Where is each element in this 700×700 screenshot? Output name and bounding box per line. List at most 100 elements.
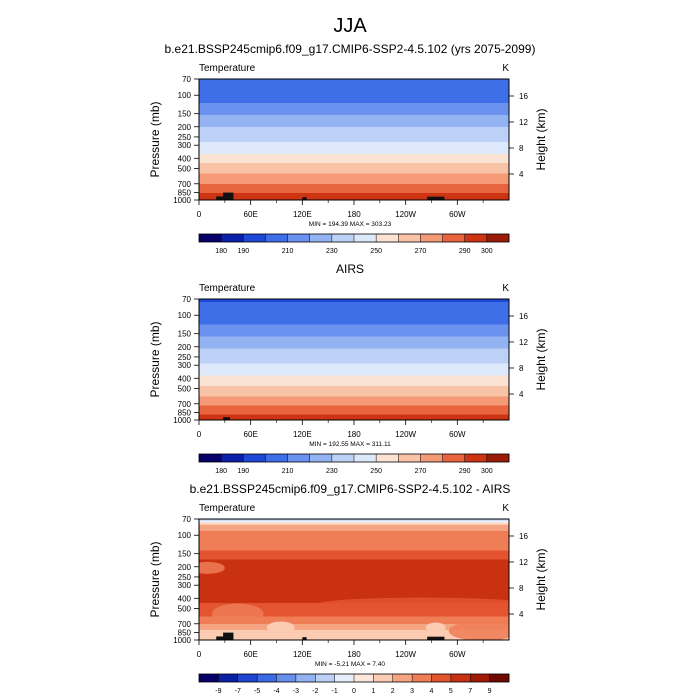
colorbar-box	[373, 674, 394, 682]
colorbar-label: 4	[430, 688, 434, 695]
contour-band	[199, 306, 509, 309]
contour-band	[199, 619, 509, 622]
contour-band	[199, 164, 509, 167]
contour-band	[199, 318, 509, 321]
colorbar-box	[237, 674, 258, 682]
variable-label: Temperature	[199, 63, 256, 74]
contour-band	[199, 345, 509, 348]
colorbar-label: 180	[215, 248, 227, 255]
contour-band	[199, 104, 509, 107]
colorbar-box	[354, 674, 374, 682]
terrain-mask	[216, 196, 230, 200]
contour-band	[199, 541, 509, 544]
contour-band	[199, 389, 509, 391]
contour-band	[199, 544, 509, 547]
colorbar-label: -7	[235, 688, 241, 695]
colorbar-label: 230	[326, 468, 338, 475]
colorbar-box	[442, 454, 466, 462]
contour-band	[199, 609, 509, 611]
colorbar-box	[199, 454, 222, 462]
contour-band	[199, 416, 509, 418]
contour-band	[199, 592, 509, 595]
contour-band	[199, 157, 509, 159]
contour-field	[199, 519, 509, 640]
height-tick-label: 12	[519, 338, 528, 347]
colorbar-label: 5	[449, 688, 453, 695]
contour-band	[199, 372, 509, 375]
colorbar-label: 230	[326, 248, 338, 255]
panel-title: b.e21.BSSP245cmip6.f09_g17.CMIP6-SSP2-4.…	[190, 482, 511, 496]
colorbar-label: 290	[459, 468, 471, 475]
contour-band	[199, 92, 509, 95]
contour-band	[199, 172, 509, 174]
terrain-mask	[216, 636, 230, 640]
contour-band	[199, 528, 509, 530]
height-tick-label: 16	[519, 92, 528, 101]
contour-band	[199, 562, 509, 565]
y-tick-label: 400	[178, 374, 192, 383]
panel-title: AIRS	[336, 262, 364, 276]
height-tick-label: 4	[519, 170, 524, 179]
contour-band	[199, 80, 509, 83]
contour-band	[199, 149, 509, 152]
y-tick-label: 100	[178, 91, 192, 100]
terrain-mask	[302, 637, 307, 640]
y-tick-label: 850	[178, 409, 192, 418]
contour-band	[199, 131, 509, 134]
contour-band	[199, 97, 509, 99]
colorbar-box	[199, 674, 219, 682]
colorbar-box	[315, 674, 335, 682]
contour-band	[199, 196, 509, 198]
contour-band	[199, 567, 509, 569]
contour-band	[199, 612, 509, 614]
x-tick-label: 60E	[244, 210, 258, 219]
units-label: K	[502, 503, 509, 514]
contour-band	[199, 375, 509, 378]
contour-band	[199, 597, 509, 599]
variable-label: Temperature	[199, 503, 256, 514]
contour-band	[199, 179, 509, 182]
y-tick-label: 400	[178, 154, 192, 163]
contour-band	[199, 396, 509, 399]
contour-band	[199, 351, 509, 354]
contour-band	[199, 353, 509, 355]
contour-band	[199, 155, 509, 158]
contour-band	[199, 136, 509, 138]
contour-band	[199, 636, 509, 638]
contour-band	[199, 633, 509, 635]
contour-field	[199, 299, 509, 420]
contour-band	[199, 520, 509, 523]
y-axis-label: Pressure (mb)	[148, 101, 162, 177]
contour-band	[199, 411, 509, 414]
contour-band	[199, 170, 509, 173]
contour-band	[199, 555, 509, 557]
contour-band	[199, 359, 509, 361]
contour-band	[199, 589, 509, 592]
contour-patch	[211, 603, 264, 624]
x-tick-label: 60E	[244, 650, 258, 659]
contour-band	[199, 300, 509, 303]
contour-band	[199, 622, 509, 625]
contour-band	[199, 314, 509, 316]
contour-band	[199, 167, 509, 170]
colorbar-box	[412, 674, 432, 682]
contour-band	[199, 531, 509, 533]
y-tick-label: 1000	[173, 416, 191, 425]
y2-axis-label: Height (km)	[534, 548, 548, 610]
contour-band	[199, 413, 509, 415]
x-tick-label: 0	[197, 430, 202, 439]
x-tick-label: 120W	[395, 650, 416, 659]
y-tick-label: 100	[178, 531, 192, 540]
contour-band	[199, 573, 509, 575]
contour-band	[199, 335, 509, 337]
contour-band	[199, 549, 509, 551]
contour-band	[199, 523, 509, 526]
contour-band	[199, 407, 509, 409]
min-max-label: MIN = -5.21 MAX = 7.40	[315, 661, 385, 668]
contour-band	[199, 588, 509, 590]
contour-band	[199, 191, 509, 194]
y-tick-label: 300	[178, 581, 192, 590]
contour-band	[199, 142, 509, 144]
contour-band	[199, 134, 509, 137]
contour-band	[199, 315, 509, 318]
